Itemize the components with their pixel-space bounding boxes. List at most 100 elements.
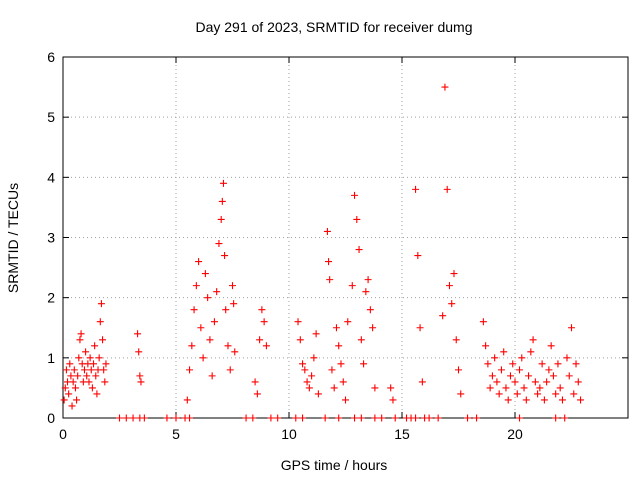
data-point	[221, 252, 229, 260]
data-point	[321, 414, 329, 422]
data-point	[82, 348, 90, 356]
data-point	[574, 378, 582, 386]
data-point	[457, 390, 465, 398]
data-point	[527, 348, 535, 356]
data-point	[68, 402, 76, 410]
data-point	[163, 414, 171, 422]
axis-ticks: 0 5 10 15 20 0 1 2 3 4 5 6	[47, 49, 628, 442]
data-point	[190, 306, 198, 314]
data-point	[201, 270, 209, 278]
data-point	[513, 390, 521, 398]
data-point	[416, 324, 424, 332]
data-point	[76, 336, 84, 344]
data-point	[545, 366, 553, 374]
data-point	[310, 354, 318, 362]
data-point	[256, 336, 264, 344]
data-point	[102, 360, 110, 368]
data-point	[351, 414, 359, 422]
data-point	[525, 372, 533, 380]
data-point	[357, 414, 365, 422]
data-point	[206, 336, 214, 344]
data-point	[547, 342, 555, 350]
data-point	[522, 396, 530, 404]
data-point	[509, 360, 517, 368]
data-point	[563, 354, 571, 362]
x-axis-label: GPS time / hours	[281, 457, 388, 473]
data-point	[262, 342, 270, 350]
data-point	[77, 330, 85, 338]
data-point	[97, 300, 105, 308]
data-point	[500, 348, 508, 356]
data-point	[116, 414, 123, 422]
data-point	[219, 179, 227, 187]
data-point	[364, 276, 372, 284]
data-point	[482, 342, 490, 350]
data-point	[412, 185, 420, 193]
data-point	[137, 378, 145, 386]
data-point	[230, 300, 238, 308]
data-point	[299, 360, 307, 368]
data-point	[101, 378, 109, 386]
data-point	[172, 414, 180, 422]
data-point	[61, 384, 69, 392]
data-point	[565, 372, 573, 380]
data-point	[62, 366, 70, 374]
data-point	[192, 282, 200, 290]
y-axis-label: SRMTID / TECUs	[5, 183, 21, 293]
data-point	[493, 378, 501, 386]
data-point	[414, 252, 422, 260]
data-point	[443, 185, 451, 193]
data-point	[188, 342, 196, 350]
data-point	[418, 378, 426, 386]
data-point	[391, 414, 399, 422]
data-point	[253, 390, 261, 398]
data-point	[540, 396, 548, 404]
data-point	[479, 318, 487, 326]
data-point	[353, 215, 361, 223]
data-point	[450, 270, 458, 278]
y-tick-label: 6	[47, 49, 55, 65]
data-point	[83, 372, 91, 380]
data-point	[294, 318, 302, 326]
data-point	[387, 384, 395, 392]
data-point	[99, 336, 107, 344]
data-point	[204, 294, 212, 302]
x-tick-label: 5	[172, 426, 180, 442]
data-point	[92, 372, 100, 380]
data-point	[267, 414, 275, 422]
data-point	[136, 372, 144, 380]
data-point	[473, 414, 481, 422]
x-tick-label: 20	[507, 426, 523, 442]
data-point	[355, 246, 363, 254]
data-point	[199, 354, 207, 362]
data-point	[362, 288, 370, 296]
data-point	[425, 414, 433, 422]
data-point	[226, 366, 234, 374]
data-point	[80, 366, 88, 374]
data-point	[518, 354, 526, 362]
data-point	[357, 336, 365, 344]
data-point	[488, 372, 496, 380]
data-point	[495, 390, 503, 398]
y-tick-label: 4	[47, 169, 55, 185]
data-point	[570, 390, 578, 398]
data-point	[445, 282, 453, 290]
data-point	[195, 258, 203, 266]
data-point	[534, 390, 542, 398]
data-point	[371, 384, 379, 392]
data-point	[543, 378, 551, 386]
data-point	[86, 354, 94, 362]
data-point	[85, 378, 93, 386]
data-point	[572, 360, 580, 368]
data-point	[552, 414, 560, 422]
data-point	[186, 366, 194, 374]
data-point	[323, 227, 331, 235]
data-point	[96, 318, 104, 326]
data-point	[260, 318, 268, 326]
data-point	[486, 384, 494, 392]
data-point	[335, 342, 343, 350]
data-point	[452, 336, 460, 344]
data-point	[516, 366, 524, 374]
y-tick-label: 2	[47, 290, 55, 306]
